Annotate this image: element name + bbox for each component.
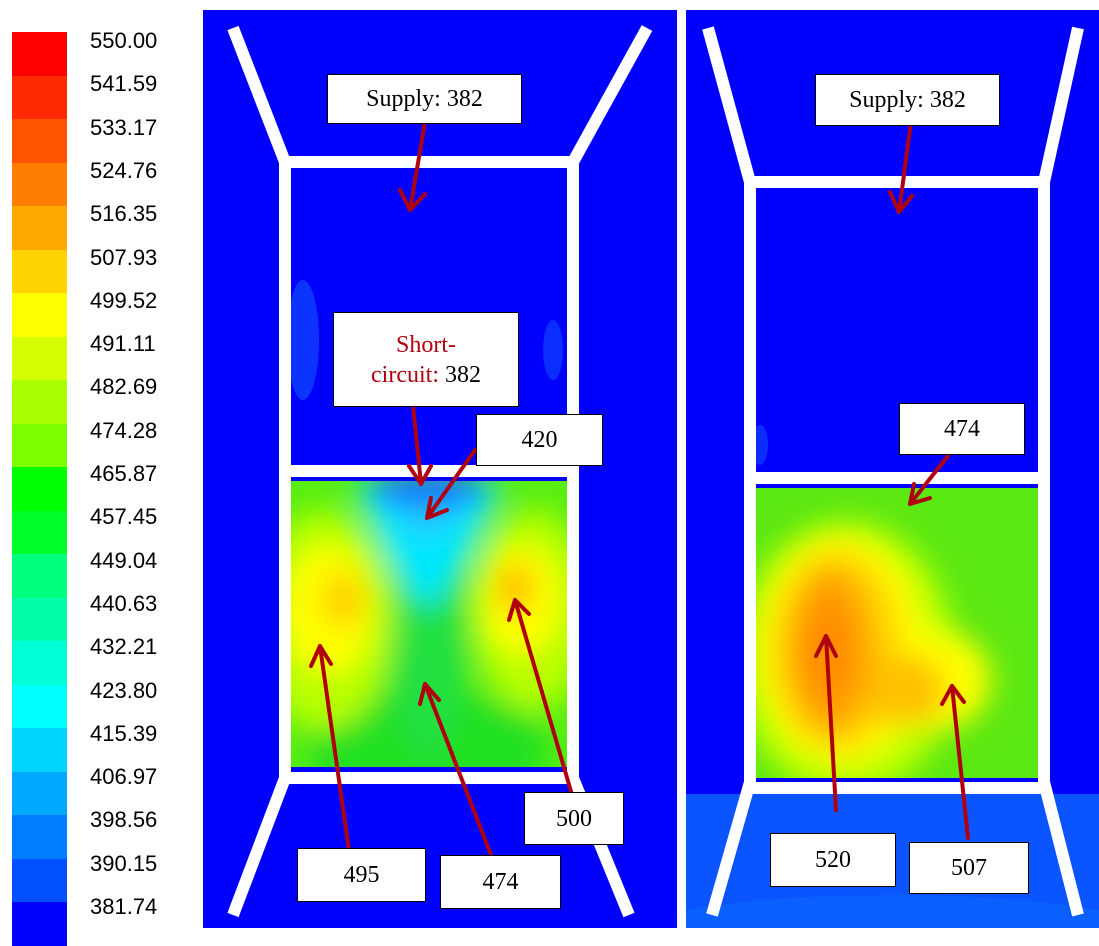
- legend-tick-label: 524.76: [90, 157, 158, 183]
- callout-500: 500: [524, 792, 624, 845]
- contour-plot-left: [203, 10, 677, 928]
- legend-tick-label: 390.15: [90, 850, 158, 876]
- arrows-right: [814, 120, 970, 840]
- arrows-left: [309, 120, 577, 867]
- legend-tick-label: 398.56: [90, 807, 158, 833]
- supply-text-right: Supply: 382: [849, 87, 966, 113]
- legend-swatch: [12, 771, 67, 816]
- legend-swatch: [12, 119, 67, 163]
- legend-swatch: [12, 554, 67, 598]
- callout-500-text: 500: [556, 805, 592, 832]
- legend-tick-label: 533.17: [90, 114, 158, 140]
- legend-swatch: [12, 467, 67, 511]
- legend-tick-label: 550.00: [90, 28, 158, 53]
- legend-tick-label: 423.80: [90, 677, 158, 703]
- supply-text: Supply: 382: [366, 86, 483, 112]
- legend-swatch: [12, 206, 67, 250]
- legend-tick-label: 516.35: [90, 201, 158, 227]
- legend-tick-label: 406.97: [90, 764, 158, 790]
- short-circuit-label: Short- circuit: 382: [333, 312, 519, 407]
- legend-tick-label: 507.93: [90, 244, 158, 270]
- color-legend: 550.00 541.59 533.17 524.76 516.35 507.93 499.…: [0, 0, 200, 946]
- callout-474-text: 474: [482, 869, 519, 895]
- legend-swatch: [12, 641, 67, 685]
- legend-swatch: [12, 162, 67, 207]
- legend-tick-label: 432.21: [90, 634, 158, 660]
- legend-tick-label: 457.45: [90, 504, 158, 530]
- legend-swatch: [12, 423, 67, 468]
- legend-tick-label: 449.04: [90, 547, 158, 573]
- legend-tick-label: 474.28: [90, 417, 158, 443]
- legend-tick-label: 415.39: [90, 720, 158, 746]
- legend-swatch: [12, 249, 67, 294]
- callout-420-text: 420: [521, 427, 558, 453]
- callout-474-right-text: 474: [944, 416, 980, 442]
- callout-474-right: 474: [899, 403, 1025, 455]
- short-circuit-line1: Short-: [396, 331, 456, 358]
- callout-474: 474: [440, 855, 561, 909]
- legend-tick-label: 381.74: [90, 894, 158, 919]
- legend-swatch: [12, 32, 67, 76]
- callout-520: 520: [770, 833, 896, 887]
- callout-507: 507: [909, 842, 1029, 894]
- legend-swatch: [12, 510, 67, 555]
- callout-495-text: 495: [343, 862, 380, 888]
- legend-tick-label: 541.59: [90, 71, 158, 97]
- callout-520-text: 520: [815, 847, 851, 873]
- callout-507-text: 507: [951, 855, 987, 881]
- contour-plot-right: [686, 10, 1099, 928]
- legend-swatch: [12, 336, 67, 381]
- short-circuit-value: 382: [438, 361, 481, 388]
- legend-tick-label: 440.63: [90, 590, 158, 616]
- legend-swatch: [12, 293, 67, 337]
- legend-swatch: [12, 815, 67, 859]
- supply-label-right: Supply: 382: [815, 74, 1000, 126]
- legend-swatch: [12, 684, 67, 729]
- legend-tick-label: 465.87: [90, 461, 158, 486]
- short-circuit-line2: circuit:: [371, 361, 439, 388]
- legend-swatch: [12, 902, 67, 946]
- legend-swatch: [12, 858, 67, 903]
- contour-panel-left: Supply: 382 Short- circuit: 382 420 495 …: [203, 10, 677, 928]
- supply-label: Supply: 382: [327, 74, 522, 124]
- legend-swatch: [12, 75, 67, 120]
- legend-tick-label: 499.52: [90, 287, 158, 313]
- callout-420: 420: [476, 414, 603, 466]
- callout-495: 495: [297, 848, 426, 902]
- contour-panel-right: Supply: 382 474 520 507: [686, 10, 1099, 928]
- legend-tick-label: 491.11: [90, 331, 156, 357]
- legend-swatch: [12, 380, 67, 424]
- legend-tick-label: 482.69: [90, 374, 158, 400]
- legend-swatch: [12, 597, 67, 642]
- legend-swatch: [12, 728, 67, 772]
